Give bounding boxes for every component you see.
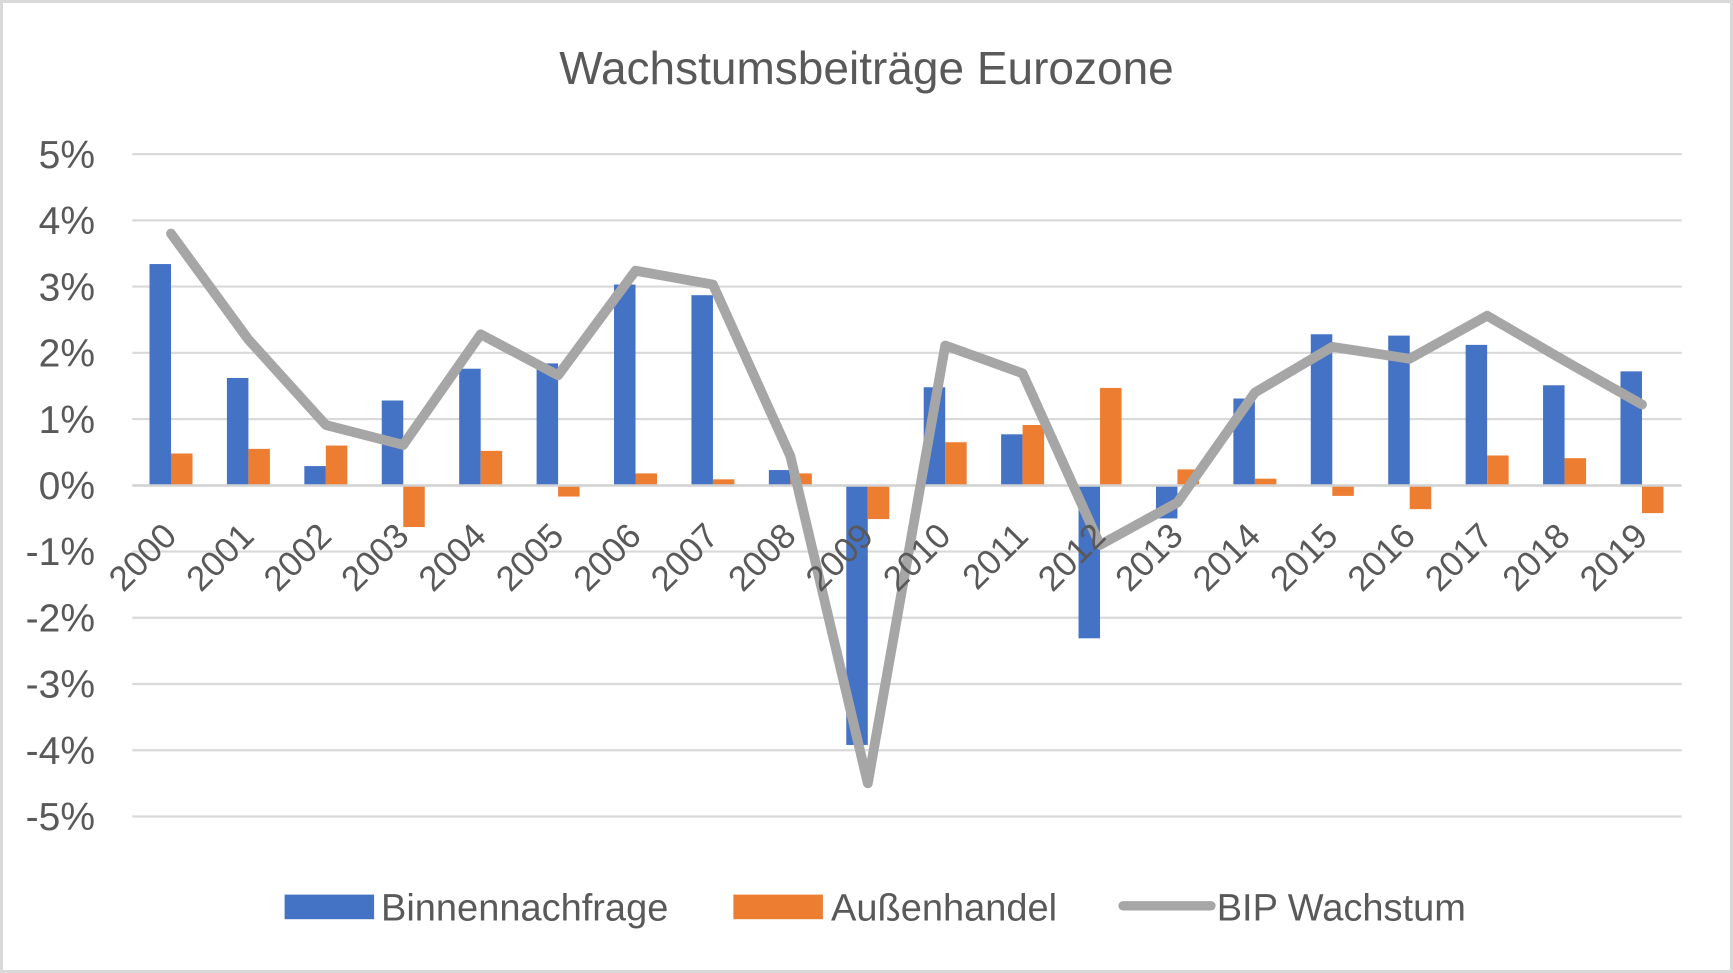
svg-text:-5%: -5% — [26, 796, 95, 839]
svg-text:5%: 5% — [39, 134, 95, 177]
svg-text:3%: 3% — [39, 266, 95, 309]
svg-text:-1%: -1% — [26, 531, 95, 574]
svg-text:2%: 2% — [39, 333, 95, 376]
svg-text:Binnennachfrage: Binnennachfrage — [381, 888, 668, 930]
svg-text:1%: 1% — [39, 399, 95, 442]
svg-text:-3%: -3% — [26, 664, 95, 707]
svg-text:-4%: -4% — [26, 730, 95, 773]
svg-text:0%: 0% — [39, 465, 95, 508]
svg-text:BIP Wachstum: BIP Wachstum — [1217, 888, 1466, 930]
svg-text:4%: 4% — [39, 200, 95, 243]
svg-text:Wachstumsbeiträge Eurozone: Wachstumsbeiträge Eurozone — [559, 42, 1174, 94]
svg-text:-2%: -2% — [26, 597, 95, 640]
svg-text:Außenhandel: Außenhandel — [831, 888, 1057, 930]
